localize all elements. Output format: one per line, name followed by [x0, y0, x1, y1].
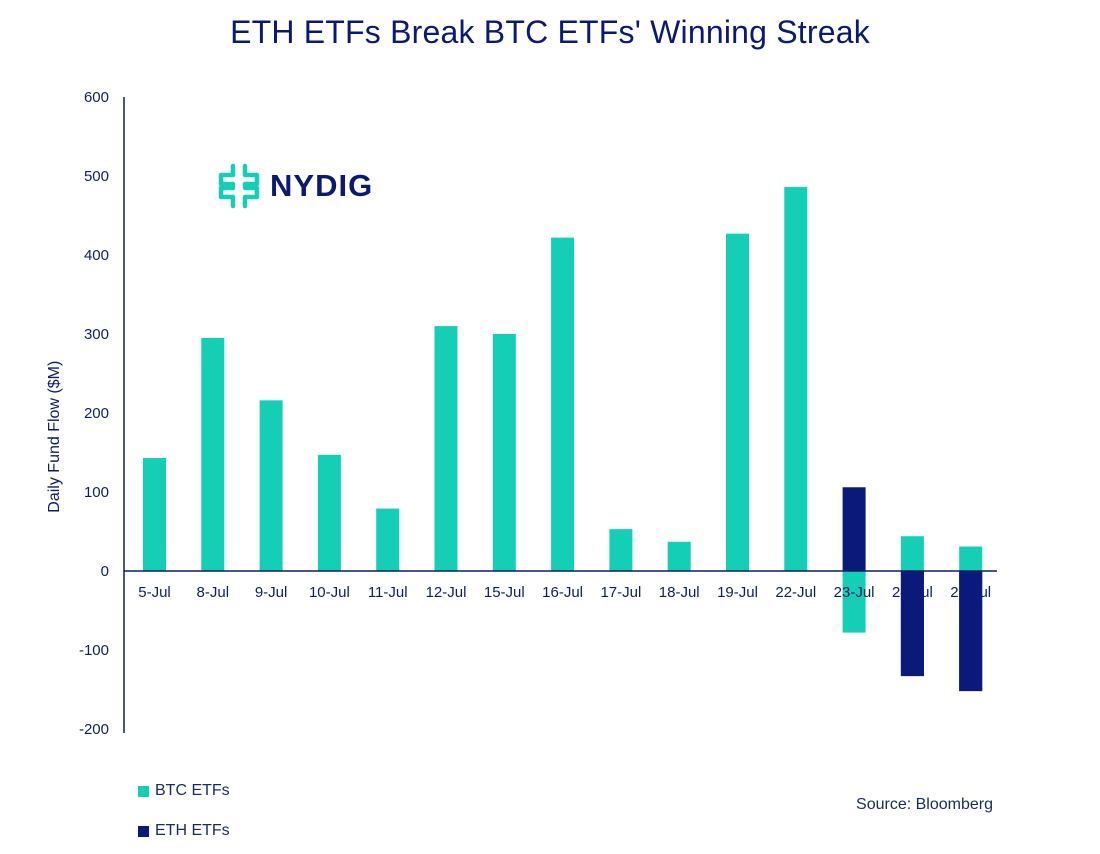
y-tick-label: 300 [84, 326, 109, 343]
x-tick-label: 8-Jul [197, 584, 230, 601]
bar-btc-24-jul [900, 536, 924, 571]
y-tick-label: -200 [79, 721, 109, 738]
bar-btc-17-jul [609, 529, 633, 571]
y-tick-label: 100 [84, 484, 109, 501]
x-tick-label: 18-Jul [659, 584, 700, 601]
bar-btc-16-jul [551, 237, 575, 571]
bar-btc-25-jul [959, 546, 983, 571]
x-tick-label: 11-Jul [368, 584, 408, 601]
x-tick-label: 19-Jul [717, 584, 758, 601]
legend-swatch-eth [138, 825, 149, 837]
x-tick-label: 10-Jul [309, 584, 350, 601]
y-tick-label: 200 [84, 405, 109, 422]
legend-item-btc: BTC ETFs [138, 782, 230, 800]
legend-label-eth: ETH ETFs [155, 822, 230, 839]
legend-swatch-btc [138, 785, 149, 797]
nydig-logo-icon [218, 163, 260, 209]
x-tick-label: 9-Jul [255, 584, 288, 601]
bar-eth-overlay-25-jul [959, 571, 983, 692]
y-tick-label: -100 [79, 642, 109, 659]
bar-btc-8-jul [201, 337, 225, 571]
bar-btc-22-jul [784, 187, 808, 571]
x-tick-label: 5-Jul [138, 584, 171, 601]
y-tick-label: 0 [101, 563, 109, 580]
y-tick-label: 600 [84, 89, 109, 106]
logo-wordmark: NYDIG [270, 168, 374, 203]
bar-btc-10-jul [317, 454, 341, 571]
legend-label-btc: BTC ETFs [155, 782, 230, 799]
legend-item-eth: ETH ETFs [138, 822, 230, 840]
bar-btc-18-jul [667, 541, 691, 571]
chart-title: ETH ETFs Break BTC ETFs' Winning Streak [230, 14, 870, 50]
bar-eth-overlay-24-jul [900, 571, 924, 677]
x-tick-label: 22-Jul [775, 584, 816, 601]
bar-btc-9-jul [259, 400, 283, 571]
bar-btc-23-jul [842, 571, 866, 633]
x-tick-label: 23-Jul [834, 584, 875, 601]
source-note: Source: Bloomberg [856, 796, 993, 813]
bar-eth-23-jul [842, 487, 866, 571]
y-tick-label: 400 [84, 247, 109, 264]
x-tick-label: 16-Jul [542, 584, 583, 601]
y-axis-title: Daily Fund Flow ($M) [46, 361, 63, 513]
x-tick-label: 17-Jul [600, 584, 641, 601]
x-tick-label: 15-Jul [484, 584, 525, 601]
x-tick-label: 12-Jul [426, 584, 467, 601]
bar-btc-19-jul [726, 233, 749, 572]
bar-btc-15-jul [492, 334, 516, 571]
bar-btc-5-jul [143, 458, 166, 571]
bar-btc-11-jul [376, 508, 400, 571]
bar-btc-12-jul [434, 326, 458, 571]
y-tick-label: 500 [84, 168, 109, 185]
nydig-logo: NYDIG [216, 163, 373, 209]
